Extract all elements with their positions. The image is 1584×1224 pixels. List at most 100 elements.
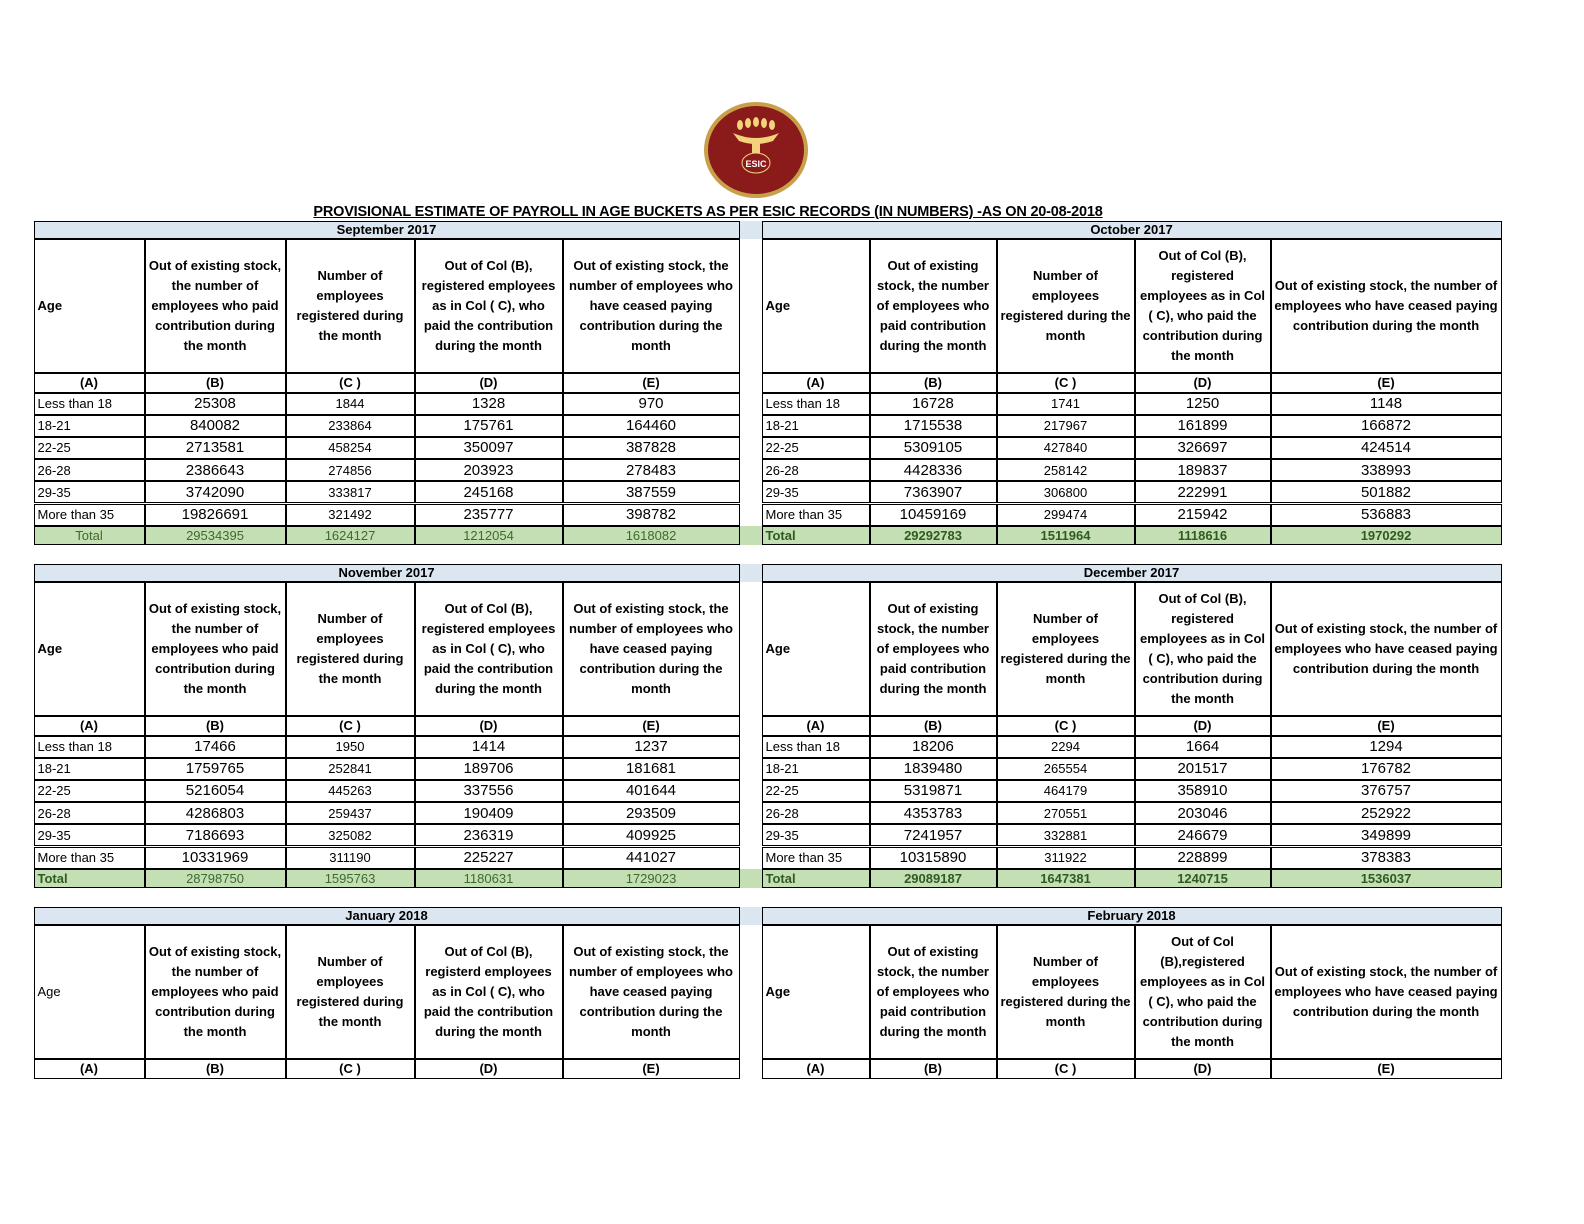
- value-cell: 5309105: [869, 436, 997, 460]
- column-header: Out of existing stock, the number of emp…: [869, 238, 997, 373]
- spacer-total-band: [740, 869, 762, 889]
- value-cell: 840082: [144, 414, 286, 437]
- column-header: Out of Col (B),registered employees as i…: [1134, 924, 1271, 1059]
- age-bucket-cell: 29-35: [761, 481, 870, 504]
- value-cell: 326697: [1134, 436, 1271, 460]
- value-cell: 19826691: [144, 503, 286, 526]
- age-bucket-cell: 29-35: [33, 481, 145, 504]
- value-cell: 233864: [285, 414, 415, 437]
- value-cell: 16728: [869, 392, 997, 415]
- age-bucket-cell: 29-35: [761, 824, 870, 847]
- value-cell: 1414: [414, 735, 563, 758]
- total-label: Total: [761, 525, 870, 545]
- value-cell: 10315890: [869, 846, 997, 869]
- value-cell: 1250: [1134, 392, 1271, 415]
- value-cell: 2294: [996, 735, 1135, 758]
- value-cell: 164460: [562, 414, 740, 437]
- column-label: (B): [144, 1058, 286, 1079]
- value-cell: 293509: [562, 802, 740, 825]
- value-cell: 1328: [414, 392, 563, 415]
- age-bucket-cell: 18-21: [33, 414, 145, 437]
- age-column-header: Age: [33, 581, 145, 716]
- column-label: (C ): [996, 715, 1135, 736]
- column-label: (C ): [285, 372, 415, 393]
- total-value: 28798750: [144, 868, 286, 888]
- value-cell: 236319: [414, 824, 563, 847]
- column-label: (A): [33, 1058, 145, 1079]
- value-cell: 203046: [1134, 802, 1271, 825]
- column-label: (A): [761, 715, 870, 736]
- value-cell: 161899: [1134, 414, 1271, 437]
- column-label: (E): [1270, 1058, 1502, 1079]
- value-cell: 1715538: [869, 414, 997, 437]
- value-cell: 278483: [562, 459, 740, 482]
- value-cell: 458254: [285, 436, 415, 460]
- age-bucket-cell: 22-25: [33, 779, 145, 803]
- total-value: 29292783: [869, 525, 997, 545]
- column-label: (A): [761, 1058, 870, 1079]
- age-column-header: Age: [33, 238, 145, 373]
- value-cell: 387559: [562, 481, 740, 504]
- age-bucket-cell: 18-21: [33, 757, 145, 780]
- total-value: 1729023: [562, 868, 740, 888]
- value-cell: 441027: [562, 846, 740, 869]
- value-cell: 265554: [996, 757, 1135, 780]
- value-cell: 175761: [414, 414, 563, 437]
- total-label: Total: [33, 525, 145, 545]
- column-header: Out of Col (B), registered employees as …: [414, 581, 563, 716]
- column-label: (D): [414, 715, 563, 736]
- column-label: (B): [144, 715, 286, 736]
- value-cell: 333817: [285, 481, 415, 504]
- value-cell: 5319871: [869, 779, 997, 803]
- value-cell: 3742090: [144, 481, 286, 504]
- value-cell: 201517: [1134, 757, 1271, 780]
- age-bucket-cell: 18-21: [761, 414, 870, 437]
- value-cell: 228899: [1134, 846, 1271, 869]
- column-label: (B): [869, 715, 997, 736]
- value-cell: 338993: [1270, 459, 1502, 482]
- column-header: Out of existing stock, the number of emp…: [562, 238, 740, 373]
- age-bucket-cell: Less than 18: [33, 735, 145, 758]
- total-value: 1511964: [996, 525, 1135, 545]
- total-value: 1647381: [996, 868, 1135, 888]
- value-cell: 1294: [1270, 735, 1502, 758]
- age-bucket-cell: More than 35: [33, 846, 145, 869]
- value-cell: 398782: [562, 503, 740, 526]
- value-cell: 217967: [996, 414, 1135, 437]
- month-header: February 2018: [761, 906, 1502, 925]
- value-cell: 4353783: [869, 802, 997, 825]
- month-header: December 2017: [761, 563, 1502, 582]
- total-value: 1212054: [414, 525, 563, 545]
- value-cell: 258142: [996, 459, 1135, 482]
- column-header: Out of existing stock, the number of emp…: [144, 924, 286, 1059]
- column-header: Number of employees registered during th…: [285, 581, 415, 716]
- total-value: 1536037: [1270, 868, 1502, 888]
- value-cell: 1664: [1134, 735, 1271, 758]
- column-header: Number of employees registered during th…: [996, 581, 1135, 716]
- age-column-header: Age: [761, 581, 870, 716]
- value-cell: 299474: [996, 503, 1135, 526]
- value-cell: 378383: [1270, 846, 1502, 869]
- value-cell: 225227: [414, 846, 563, 869]
- age-column-header: Age: [761, 238, 870, 373]
- column-header: Number of employees registered during th…: [996, 924, 1135, 1059]
- value-cell: 17466: [144, 735, 286, 758]
- value-cell: 536883: [1270, 503, 1502, 526]
- value-cell: 270551: [996, 802, 1135, 825]
- value-cell: 325082: [285, 824, 415, 847]
- column-label: (E): [562, 372, 740, 393]
- value-cell: 176782: [1270, 757, 1502, 780]
- value-cell: 25308: [144, 392, 286, 415]
- value-cell: 409925: [562, 824, 740, 847]
- spacer-band: [740, 221, 762, 239]
- value-cell: 1759765: [144, 757, 286, 780]
- value-cell: 190409: [414, 802, 563, 825]
- column-label: (E): [562, 715, 740, 736]
- value-cell: 246679: [1134, 824, 1271, 847]
- age-column-header: Age: [761, 924, 870, 1059]
- column-header: Out of existing stock, the number of emp…: [562, 924, 740, 1059]
- column-label: (C ): [996, 1058, 1135, 1079]
- value-cell: 181681: [562, 757, 740, 780]
- column-label: (B): [869, 372, 997, 393]
- spacer-total-band: [740, 526, 762, 546]
